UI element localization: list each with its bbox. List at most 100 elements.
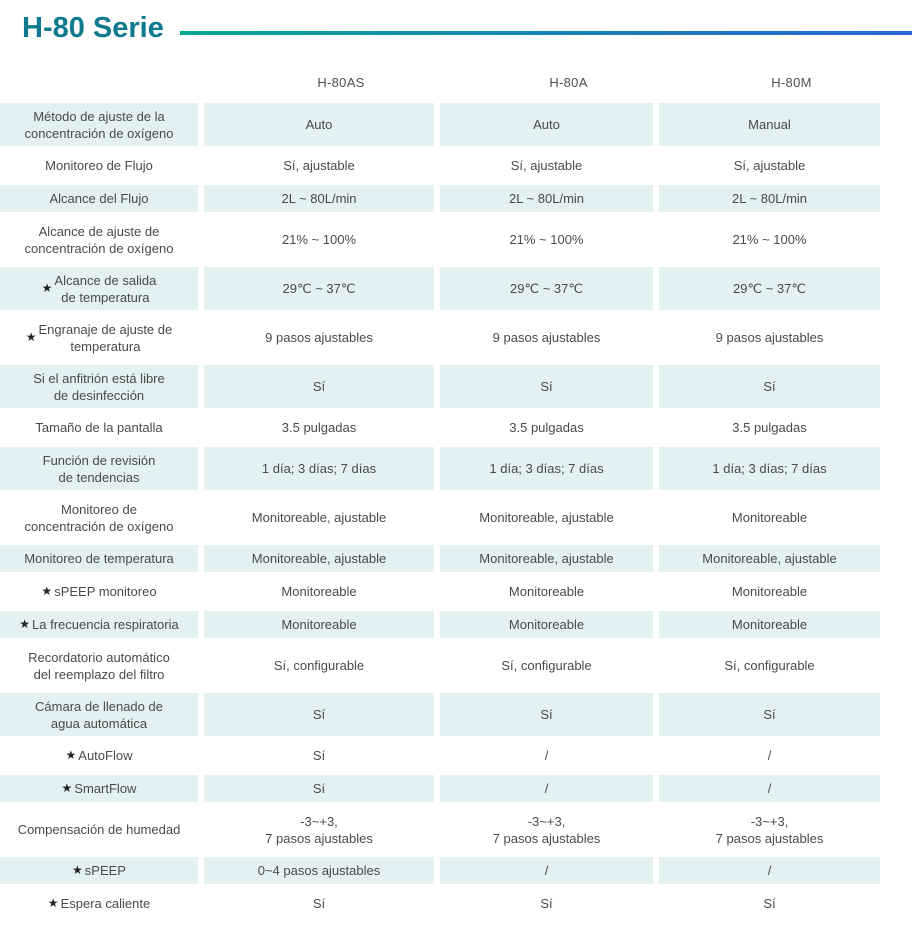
row-value: 2L ~ 80L/min — [204, 185, 434, 212]
row-label: Alcance de ajuste de concentración de ox… — [24, 223, 174, 256]
column-header-h80a: H-80A — [549, 75, 588, 90]
row-value: 21% ~ 100% — [732, 232, 807, 247]
table-row: Compensación de humedad -3~+3, 7 pasos a… — [0, 808, 920, 851]
table-row: Función de revisión de tendencias 1 día;… — [0, 447, 920, 490]
page-title: H-80 Serie — [22, 11, 164, 44]
row-label: Alcance del Flujo — [49, 191, 149, 206]
table-row: ★ SmartFlow Sí / / — [0, 775, 920, 802]
row-value: Monitoreable, ajustable — [204, 545, 434, 572]
row-label: Monitoreo de concentración de oxígeno — [24, 501, 174, 534]
table-row: Monitoreo de Flujo Sí, ajustable Sí, aju… — [0, 152, 920, 179]
row-label: Cámara de llenado de agua automática — [35, 698, 163, 731]
table-row: Método de ajuste de la concentración de … — [0, 103, 920, 146]
row-label: Compensación de humedad — [17, 822, 181, 837]
row-label-cell: ★ SmartFlow — [0, 775, 198, 802]
table-row: Tamaño de la pantalla 3.5 pulgadas 3.5 p… — [0, 414, 920, 441]
row-value: Monitoreable, ajustable — [251, 510, 387, 525]
row-label: Monitoreo de Flujo — [45, 158, 153, 173]
table-row: Monitoreo de temperatura Monitoreable, a… — [0, 545, 920, 572]
row-label-cell: ★ Engranaje de ajuste de temperatura — [0, 316, 198, 359]
row-label-cell: ★ Alcance de salida de temperatura — [0, 267, 198, 310]
row-value: Sí — [540, 896, 553, 911]
row-label-cell: Alcance del Flujo — [0, 185, 198, 212]
row-value: 29℃ ~ 37℃ — [659, 267, 880, 310]
row-value: Sí, configurable — [501, 658, 592, 673]
column-header-h80m: H-80M — [771, 75, 812, 90]
row-value: Sí — [312, 748, 326, 763]
row-label-cell: ★ Espera caliente — [0, 890, 198, 917]
row-value: Monitoreable, ajustable — [659, 545, 880, 572]
row-value: Auto — [440, 103, 653, 146]
gradient-rule — [179, 31, 912, 35]
star-icon: ★ — [19, 617, 31, 631]
row-value: -3~+3, 7 pasos ajustables — [265, 813, 373, 846]
row-value: Sí, configurable — [724, 658, 815, 673]
table-row: ★ sPEEP 0~4 pasos ajustables / / — [0, 857, 920, 884]
table-row: ★ Alcance de salida de temperatura 29℃ ~ … — [0, 267, 920, 310]
row-label-cell: Cámara de llenado de agua automática — [0, 693, 198, 736]
column-header-row: H-80AS H-80A H-80M — [22, 75, 920, 90]
row-label: sPEEP — [84, 863, 126, 878]
row-label-cell: Tamaño de la pantalla — [0, 414, 198, 441]
row-label: Método de ajuste de la concentración de … — [24, 108, 174, 141]
row-label: Recordatorio automático del reemplazo de… — [28, 649, 170, 682]
row-value: Sí, ajustable — [510, 158, 583, 173]
row-label: Función de revisión de tendencias — [42, 452, 156, 485]
table-row: ★ La frecuencia respiratoria Monitoreable… — [0, 611, 920, 638]
row-value: 3.5 pulgadas — [509, 420, 584, 435]
row-label-cell: Método de ajuste de la concentración de … — [0, 103, 198, 146]
row-label-cell: Monitoreo de temperatura — [0, 545, 198, 572]
row-value: Sí, configurable — [273, 658, 365, 673]
star-icon: ★ — [72, 863, 83, 877]
row-value: 1 día; 3 días; 7 días — [204, 447, 434, 490]
row-label: Tamaño de la pantalla — [35, 420, 163, 435]
column-header-spacer — [22, 75, 220, 90]
row-value: Sí — [440, 365, 653, 408]
row-value: 1 día; 3 días; 7 días — [659, 447, 880, 490]
row-value: 3.5 pulgadas — [281, 420, 357, 435]
row-value: -3~+3, 7 pasos ajustables — [492, 813, 601, 846]
table-row: Monitoreo de concentración de oxígeno Mo… — [0, 496, 920, 539]
row-value: Sí — [204, 365, 434, 408]
row-label-cell: ★ sPEEP monitoreo — [0, 578, 198, 605]
row-value: Sí, ajustable — [733, 158, 806, 173]
table-row: ★ Engranaje de ajuste de temperatura 9 pa… — [0, 316, 920, 359]
row-value: 21% ~ 100% — [281, 232, 357, 247]
row-value: Monitoreable — [508, 584, 585, 599]
column-header-h80as: H-80AS — [317, 75, 365, 90]
table-rows: Método de ajuste de la concentración de … — [0, 103, 920, 917]
row-label: sPEEP monitoreo — [54, 584, 157, 599]
row-value: / — [440, 775, 653, 802]
row-label: Monitoreo de temperatura — [24, 551, 174, 566]
star-icon: ★ — [41, 281, 53, 295]
row-value: Monitoreable, ajustable — [440, 545, 653, 572]
row-label: La frecuencia respiratoria — [32, 617, 179, 632]
table-row: Alcance del Flujo 2L ~ 80L/min 2L ~ 80L/… — [0, 185, 920, 212]
row-value: 2L ~ 80L/min — [659, 185, 880, 212]
row-value: 21% ~ 100% — [509, 232, 584, 247]
table-row: ★ Espera caliente Sí Sí Sí — [0, 890, 920, 917]
row-value: 1 día; 3 días; 7 días — [440, 447, 653, 490]
star-icon: ★ — [61, 781, 73, 795]
row-value: Sí — [204, 775, 434, 802]
row-value: 2L ~ 80L/min — [440, 185, 653, 212]
row-value: Sí — [440, 693, 653, 736]
row-value: Manual — [659, 103, 880, 146]
row-value: 0~4 pasos ajustables — [204, 857, 434, 884]
row-value: Monitoreable — [659, 611, 880, 638]
table-row: ★ sPEEP monitoreo Monitoreable Monitoreab… — [0, 578, 920, 605]
row-value: Sí — [204, 693, 434, 736]
row-value: Monitoreable — [281, 584, 357, 599]
row-value: / — [659, 857, 880, 884]
row-label-cell: Compensación de humedad — [0, 808, 198, 851]
row-value: Sí — [763, 896, 776, 911]
row-label: Espera caliente — [60, 896, 151, 911]
row-value: Monitoreable — [440, 611, 653, 638]
row-value: Monitoreable — [731, 510, 808, 525]
table-row: Recordatorio automático del reemplazo de… — [0, 644, 920, 687]
row-label-cell: ★ La frecuencia respiratoria — [0, 611, 198, 638]
row-label: AutoFlow — [78, 748, 133, 763]
page-header: H-80 Serie — [0, 8, 920, 48]
row-value: 29℃ ~ 37℃ — [440, 267, 653, 310]
